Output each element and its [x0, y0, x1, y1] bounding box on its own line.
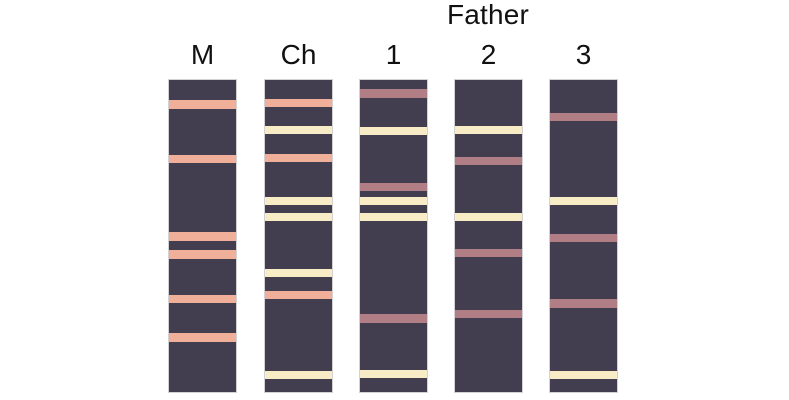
gel-band-2-1-cream: [455, 126, 522, 134]
gel-band-Ch-5-cream: [265, 213, 332, 221]
gel-band-Ch-8-cream: [265, 371, 332, 379]
gel-band-1-5-cream: [360, 213, 427, 221]
gel-band-Ch-4-cream: [265, 197, 332, 205]
lane-label-3: 3: [575, 39, 592, 70]
gel-band-1-7-cream: [360, 370, 427, 378]
gel-band-1-1-mauve: [360, 89, 427, 98]
lane-label-2: 2: [480, 39, 497, 70]
gel-band-M-3-salmon: [169, 232, 236, 241]
gel-band-2-5-mauve: [455, 310, 522, 318]
gel-band-3-2-cream: [550, 197, 617, 205]
gel-band-M-1-salmon: [169, 100, 236, 109]
lane-label-Ch: Ch: [280, 39, 317, 70]
gel-band-Ch-2-cream: [265, 126, 332, 134]
father-group-label: Father: [446, 0, 530, 30]
gel-band-M-6-salmon: [169, 333, 236, 342]
gel-band-3-5-cream: [550, 371, 617, 379]
lane-label-M: M: [190, 39, 215, 70]
gel-lane-1: [359, 79, 428, 393]
gel-band-Ch-3-salmon: [265, 154, 332, 162]
lane-label-1: 1: [385, 39, 402, 70]
gel-band-3-4-mauve: [550, 299, 617, 308]
gel-band-1-2-cream: [360, 127, 427, 135]
gel-band-1-3-mauve: [360, 183, 427, 191]
gel-band-Ch-6-cream: [265, 269, 332, 277]
gel-band-M-4-salmon: [169, 250, 236, 259]
gel-lane-3: [549, 79, 618, 393]
gel-band-2-4-mauve: [455, 249, 522, 257]
gel-band-2-3-cream: [455, 213, 522, 221]
gel-lane-2: [454, 79, 523, 393]
gel-band-Ch-7-salmon: [265, 291, 332, 299]
gel-lane-M: [168, 79, 237, 393]
gel-band-M-2-salmon: [169, 155, 236, 163]
gel-band-M-5-salmon: [169, 295, 236, 303]
gel-band-3-1-mauve: [550, 113, 617, 121]
gel-band-Ch-1-salmon: [265, 99, 332, 107]
gel-band-1-6-mauve: [360, 314, 427, 323]
gel-lane-Ch: [264, 79, 333, 393]
gel-band-3-3-mauve: [550, 234, 617, 242]
gel-band-2-2-mauve: [455, 157, 522, 165]
gel-band-1-4-cream: [360, 197, 427, 205]
